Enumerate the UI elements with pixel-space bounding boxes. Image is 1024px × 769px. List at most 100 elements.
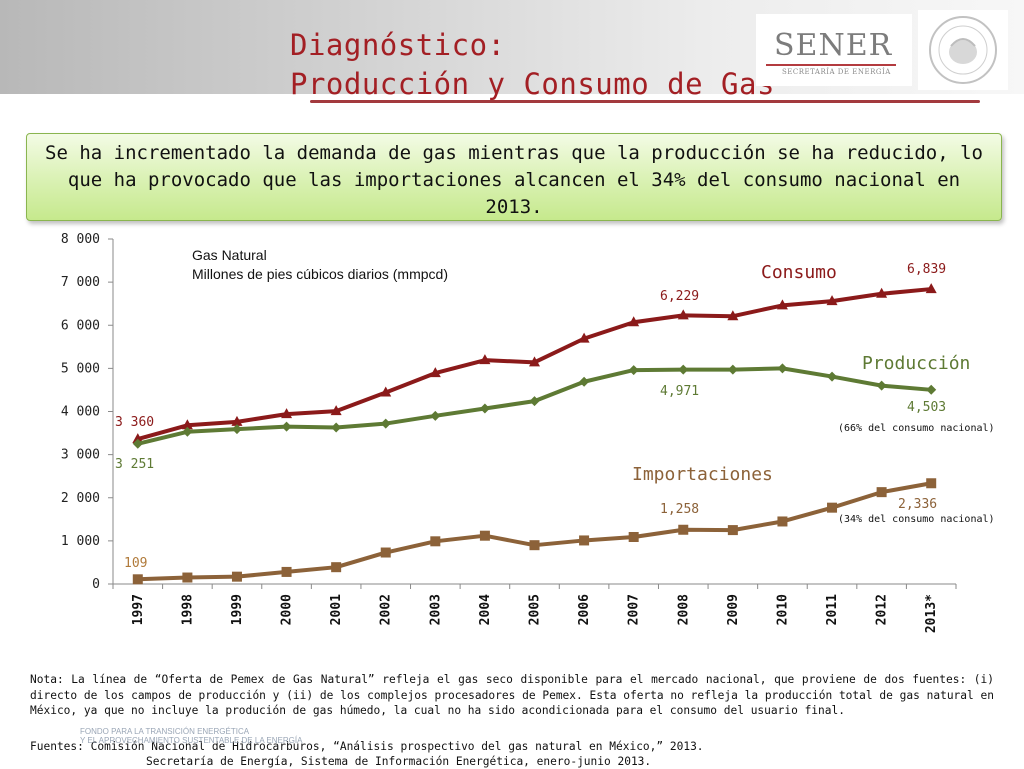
watermark-line-1: FONDO PARA LA TRANSICIÓN ENERGÉTICA xyxy=(80,727,250,736)
sener-logo-text: SENER xyxy=(774,28,893,63)
sener-logo-subtext: SECRETARÍA DE ENERGÍA xyxy=(782,68,891,76)
data-label-importaciones-2008: 1,258 xyxy=(660,502,699,517)
consumo-point xyxy=(330,405,342,416)
watermark-line-2: Y EL APROVECHAMIENTO SUSTENTABLE DE LA E… xyxy=(80,736,303,745)
x-tick-label: 2012 xyxy=(875,594,890,625)
produccion-point xyxy=(579,376,590,387)
produccion-point xyxy=(678,364,689,375)
y-tick-label: 5 000 xyxy=(61,361,100,376)
page-title: Diagnóstico: Producción y Consumo de Gas xyxy=(290,26,775,104)
produccion-point xyxy=(479,403,490,414)
consumo-point xyxy=(925,283,937,294)
mexico-seal xyxy=(918,10,1008,90)
consumo-point xyxy=(429,367,441,378)
x-tick-label: 1999 xyxy=(230,594,245,625)
data-label-importaciones-2013: 2,336 xyxy=(898,497,937,512)
consumo-point xyxy=(529,356,540,367)
y-tick-label: 7 000 xyxy=(61,275,100,290)
x-tick-label: 2002 xyxy=(379,594,394,625)
x-tick-label: 2003 xyxy=(428,594,443,625)
consumo-point xyxy=(776,299,788,310)
produccion-point xyxy=(331,422,342,433)
produccion-point xyxy=(876,380,887,391)
importaciones-point xyxy=(529,540,540,551)
series-label-produccion: Producción xyxy=(862,353,970,374)
series-line xyxy=(137,481,932,582)
x-tick-label: 2010 xyxy=(775,594,790,625)
produccion-point xyxy=(380,418,391,429)
importaciones-point xyxy=(479,530,490,541)
series-label-consumo: Consumo xyxy=(761,262,837,283)
produccion-point xyxy=(628,365,639,376)
consumo-point xyxy=(380,386,392,397)
x-tick-label: 2009 xyxy=(726,594,741,625)
annotation-produccion-share: (66% del consumo nacional) xyxy=(838,423,995,434)
data-label-consumo-1997: 3 360 xyxy=(115,415,154,430)
chart-subtitle: Millones de pies cúbicos diarios (mmpcd) xyxy=(192,266,448,282)
y-tick-label: 3 000 xyxy=(61,448,100,463)
produccion-point xyxy=(827,371,838,382)
importaciones-point xyxy=(331,562,342,573)
sener-logo: SENER SECRETARÍA DE ENERGÍA xyxy=(756,14,912,86)
data-label-produccion-1997: 3 251 xyxy=(115,457,154,472)
importaciones-point xyxy=(727,525,738,536)
x-tick-label: 2011 xyxy=(825,594,840,625)
title-line-2: Producción y Consumo de Gas xyxy=(290,67,775,101)
x-tick-label: 2004 xyxy=(478,594,493,625)
importaciones-point xyxy=(827,502,838,513)
x-tick-label: 2006 xyxy=(577,594,592,625)
produccion-point xyxy=(231,424,242,435)
fund-watermark: FONDO PARA LA TRANSICIÓN ENERGÉTICA Y EL… xyxy=(80,727,302,745)
importaciones-point xyxy=(926,478,937,489)
y-tick-label: 1 000 xyxy=(61,534,100,549)
y-tick-label: 4 000 xyxy=(61,405,100,420)
sources-line-2: Secretaría de Energía, Sistema de Inform… xyxy=(146,755,652,768)
consumo-point xyxy=(132,433,144,444)
importaciones-point xyxy=(231,571,242,582)
produccion-point xyxy=(430,410,441,421)
produccion-point xyxy=(727,364,738,375)
importaciones-point xyxy=(628,531,639,542)
produccion-point xyxy=(926,384,937,395)
x-tick-label: 2013* xyxy=(924,594,939,633)
consumo-point xyxy=(677,309,689,320)
sources-line-1: Fuentes: Comisión Nacional de Hidrocarbu… xyxy=(30,740,704,753)
produccion-point xyxy=(529,396,540,407)
x-tick-label: 2005 xyxy=(528,594,543,625)
title-underline xyxy=(310,100,980,103)
y-tick-label: 6 000 xyxy=(61,318,100,333)
sener-logo-rule xyxy=(766,64,896,66)
importaciones-point xyxy=(182,572,193,583)
consumo-point xyxy=(281,408,293,419)
annotation-importaciones-share: (34% del consumo nacional) xyxy=(838,514,995,525)
y-tick-label: 2 000 xyxy=(61,491,100,506)
importaciones-point xyxy=(430,536,441,547)
consumo-point xyxy=(826,295,838,306)
x-tick-label: 2000 xyxy=(280,594,295,625)
produccion-point xyxy=(132,438,143,449)
produccion-point xyxy=(182,426,193,437)
importaciones-point xyxy=(876,487,887,498)
data-label-importaciones-1997: 109 xyxy=(124,556,147,571)
x-tick-label: 2001 xyxy=(329,594,344,625)
importaciones-point xyxy=(132,574,143,585)
importaciones-point xyxy=(579,535,590,546)
importaciones-point xyxy=(777,516,788,527)
footnote: Nota: La línea de “Oferta de Pemex de Ga… xyxy=(30,673,994,718)
consumo-point xyxy=(479,354,491,365)
title-line-1: Diagnóstico: xyxy=(290,28,506,62)
data-label-consumo-2013: 6,839 xyxy=(907,262,946,277)
seal-icon xyxy=(929,16,997,84)
callout-text: Se ha incrementado la demanda de gas mie… xyxy=(45,142,983,218)
consumo-point xyxy=(876,287,888,298)
y-tick-label: 8 000 xyxy=(61,232,100,247)
consumo-point xyxy=(628,316,640,327)
chart-title: Gas Natural xyxy=(192,247,267,263)
consumo-point xyxy=(181,419,193,430)
consumo-point xyxy=(231,415,243,426)
y-tick-label: 0 xyxy=(92,577,100,592)
x-tick-label: 1997 xyxy=(131,594,146,625)
x-tick-label: 1998 xyxy=(180,594,195,625)
key-message-callout: Se ha incrementado la demanda de gas mie… xyxy=(26,133,1002,221)
